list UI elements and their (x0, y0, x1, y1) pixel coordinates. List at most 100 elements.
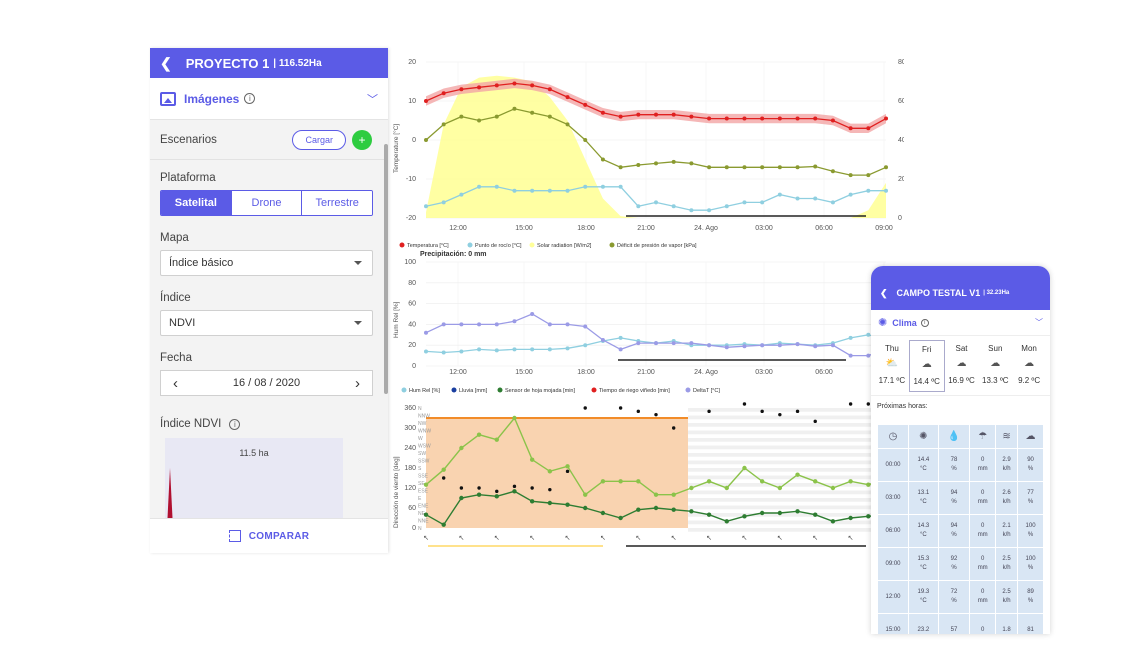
chevron-down-icon[interactable]: ﹀ (367, 93, 378, 106)
data-point (476, 432, 482, 437)
partly-sunny-icon: ⛅ (885, 358, 899, 369)
images-section-toggle[interactable]: Imágenes i ﹀ (150, 78, 388, 120)
data-point (547, 322, 552, 327)
indice-select[interactable]: NDVI (160, 310, 373, 336)
compare-icon (228, 530, 241, 542)
platform-option-satelital[interactable]: Satelital (161, 191, 231, 215)
data-point (795, 116, 800, 121)
info-icon[interactable]: i (920, 318, 929, 327)
project-area: | 116.52Ha (273, 57, 322, 69)
hourly-row: 06:00 14.3 °C 94% 0 mm 2.1 k/h 100% (877, 514, 1044, 548)
data-point (459, 445, 464, 451)
chevron-down-icon[interactable]: ﹀ (1035, 318, 1043, 327)
data-point (671, 492, 676, 497)
direction-label: NNW (418, 414, 430, 420)
data-point (618, 479, 623, 484)
y-left-tick: 60 (408, 301, 416, 308)
data-point (529, 457, 535, 462)
direction-point (760, 409, 764, 414)
data-point (618, 347, 623, 352)
add-scenario-button[interactable]: + (352, 129, 372, 150)
caret-down-icon (354, 261, 362, 265)
data-point (742, 465, 747, 471)
wind-arrow: ↖ (423, 535, 429, 542)
field-title: CAMPO TESTAL V1 (896, 288, 981, 298)
hourly-row: 15:00 23.2 57 0 1.8 81 (877, 613, 1044, 634)
clock-icon: ◷ (877, 424, 909, 449)
cargar-button[interactable]: Cargar (292, 129, 346, 150)
data-point (866, 353, 871, 358)
day-mon[interactable]: Mon ☁ 9.2 ºC (1012, 340, 1046, 392)
hourly-rain: 0 mm (969, 547, 997, 581)
direction-point (565, 469, 570, 474)
data-point (671, 204, 676, 209)
mapa-label: Mapa (160, 232, 189, 244)
data-point (600, 510, 606, 516)
data-point (565, 188, 570, 193)
sun-icon: ✺ (878, 317, 888, 329)
y-left-tick: 360 (404, 405, 416, 412)
data-point (795, 342, 800, 347)
grid-band (688, 460, 886, 465)
date-value[interactable]: 16 / 08 / 2020 (232, 377, 301, 389)
data-point (671, 507, 676, 512)
data-point (583, 184, 588, 189)
hourly-row: 09:00 15.3 °C 92% 0 mm 2.5 k/h 100% (877, 547, 1044, 581)
data-point (848, 126, 853, 131)
mapa-value: Índice básico (169, 257, 234, 269)
direction-point (742, 402, 747, 406)
hourly-wind: 2.5 k/h (995, 580, 1019, 614)
day-sat[interactable]: Sat ☁ 16.9 ºC (945, 340, 979, 392)
day-thu[interactable]: Thu ⛅ 17.1 ºC (875, 340, 909, 392)
next-date-button[interactable]: › (355, 374, 360, 392)
data-point (636, 479, 641, 484)
y-left-tick: 20 (408, 342, 416, 349)
prev-date-button[interactable]: ‹ (173, 374, 178, 392)
data-point (424, 204, 428, 209)
chevron-left-icon[interactable]: ❮ (880, 287, 888, 298)
series-solar-area (426, 75, 886, 218)
data-point (830, 118, 835, 123)
weather-phone-panel: ❮ CAMPO TESTAL V1 | 32.23Ha ✺ Clima i ﹀ … (871, 266, 1050, 634)
platform-option-drone[interactable]: Drone (230, 191, 302, 215)
wind-arrow: ↖ (706, 535, 712, 542)
hourly-cloud: 100% (1017, 514, 1044, 548)
data-point (530, 110, 535, 115)
hourly-temp: 13.1 °C (908, 481, 939, 515)
y-left-tick: 60 (408, 505, 416, 512)
day-sun[interactable]: Sun ☁ 13.3 ºC (978, 340, 1012, 392)
mapa-select[interactable]: Índice básico (160, 250, 373, 276)
day-fri[interactable]: Fri ☁ 14.4 ºC (908, 340, 945, 392)
data-point (636, 341, 641, 346)
platform-option-terrestre[interactable]: Terrestre (301, 191, 372, 215)
compare-button[interactable]: COMPARAR (150, 518, 388, 553)
data-point (600, 157, 605, 162)
hourly-hum: 72% (937, 580, 971, 614)
direction-label: SSW (418, 459, 430, 465)
clima-section-toggle[interactable]: ✺ Clima i ﹀ (871, 310, 1050, 336)
data-point (777, 485, 783, 491)
panel-scrollbar[interactable] (384, 144, 388, 394)
series-line (425, 313, 887, 357)
wind-arrow: ↖ (812, 535, 818, 542)
info-icon[interactable]: i (229, 418, 241, 430)
direction-point (477, 486, 481, 490)
hourly-time: 00:00 (877, 448, 909, 482)
data-point (424, 330, 428, 335)
chart-wind: 360300240180120600NNNWNWWNWWWSWSWSSWSSSE… (393, 402, 889, 547)
data-point (884, 165, 888, 170)
wind-arrow: ↖ (848, 535, 854, 542)
data-point (866, 188, 871, 193)
data-point (565, 502, 570, 507)
escenarios-row: Escenarios Cargar + (150, 120, 388, 160)
chevron-left-icon[interactable]: ❮ (160, 54, 172, 71)
direction-label: SSE (418, 474, 429, 480)
y-left-label: Hum Rel [%] (393, 301, 400, 338)
data-point (813, 479, 818, 484)
info-icon[interactable]: i (244, 93, 256, 104)
day-temp: 16.9 ºC (948, 376, 975, 385)
y-left-tick: 0 (412, 363, 416, 370)
data-point (477, 85, 482, 90)
grid-band (688, 505, 886, 510)
data-point (512, 415, 517, 421)
